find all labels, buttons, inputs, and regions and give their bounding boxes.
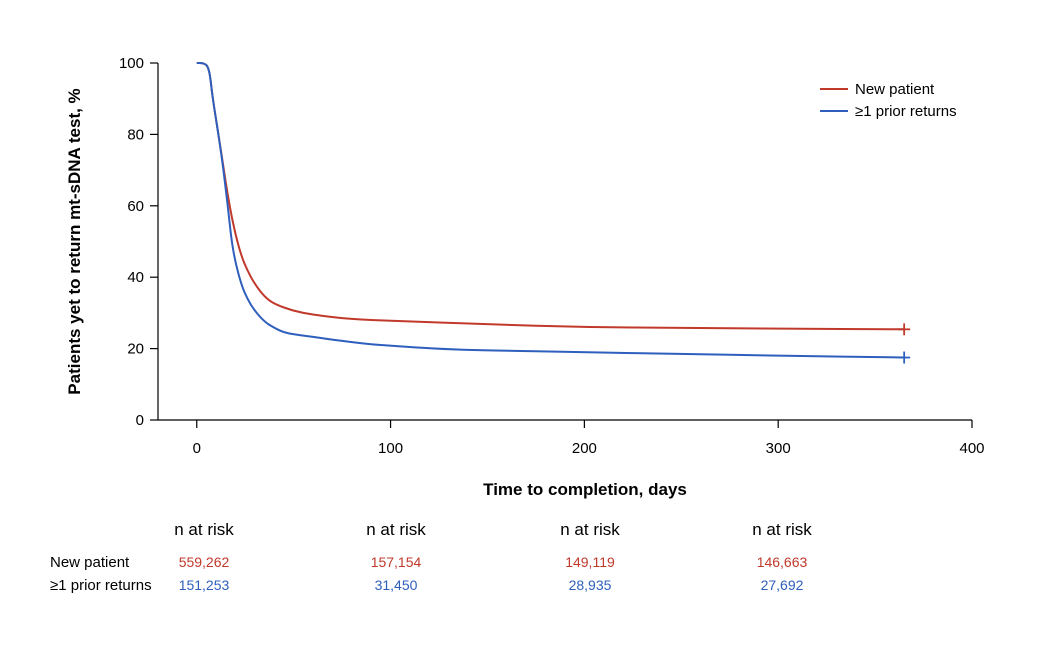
x-tick-label: 200 [572,440,597,457]
risk-value: 146,663 [757,554,808,570]
x-tick-label: 300 [766,440,791,457]
x-tick-label: 0 [193,440,201,457]
series-line-1 [196,62,905,359]
series-line-0 [196,62,906,331]
risk-value: 151,253 [179,577,230,593]
y-tick-label: 60 [127,198,144,215]
risk-value: 157,154 [371,554,422,570]
risk-column-header: n at risk [560,520,620,539]
risk-column-header: n at risk [752,520,812,539]
risk-value: 149,119 [565,554,615,570]
risk-table: n at risk 559,262 151,253 n at risk 157,154 3… [50,520,812,594]
y-tick-label: 80 [127,126,144,143]
x-tick-label: 100 [378,440,403,457]
y-axis-title: Patients yet to return mt-sDNA test, % [65,88,84,394]
risk-row-label: New patient [50,554,130,571]
series-group [196,62,911,364]
risk-row-label: ≥1 prior returns [50,577,152,594]
legend-label-1: ≥1 prior returns [855,103,957,120]
y-tick-label: 20 [127,341,144,358]
risk-value: 27,692 [761,577,804,593]
risk-column-header: n at risk [174,520,234,539]
y-tick-label: 100 [119,55,144,72]
legend-label-0: New patient [855,81,935,98]
risk-column-header: n at risk [366,520,426,539]
y-tick-label: 0 [136,412,144,429]
risk-value: 28,935 [569,577,612,593]
risk-value: 559,262 [179,554,230,570]
axes: 0 100 200 300 400 0 20 40 60 80 100 Time to complet… [65,55,985,499]
x-tick-label: 400 [959,440,984,457]
x-axis-title: Time to completion, days [483,480,687,499]
legend: New patient ≥1 prior returns [820,81,957,120]
risk-value: 31,450 [375,577,418,593]
y-tick-label: 40 [127,269,144,286]
